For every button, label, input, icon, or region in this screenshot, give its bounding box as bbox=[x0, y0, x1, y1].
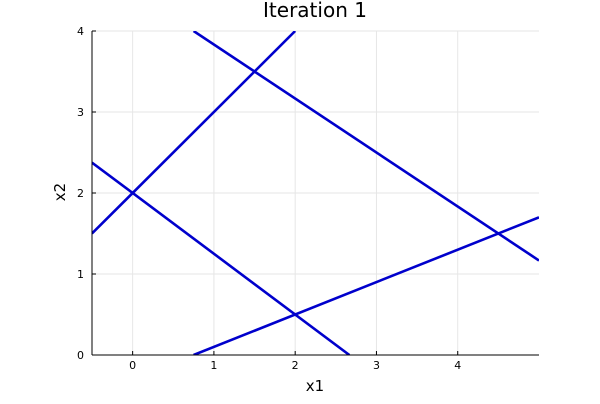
y-tick-label: 4 bbox=[77, 25, 84, 38]
y-tick-label: 2 bbox=[77, 187, 84, 200]
series-line-3 bbox=[92, 161, 351, 355]
series-line-4 bbox=[193, 216, 539, 355]
x-tick-label: 0 bbox=[129, 359, 136, 372]
y-tick-label: 3 bbox=[77, 106, 84, 119]
y-tick-label: 1 bbox=[77, 268, 84, 281]
y-axis-label: x2 bbox=[51, 183, 69, 201]
y-tick-label: 0 bbox=[77, 349, 84, 362]
x-tick-label: 3 bbox=[373, 359, 380, 372]
series-line-2 bbox=[192, 31, 539, 262]
x-axis-label: x1 bbox=[306, 377, 324, 395]
ticks: 0 1 2 3 4 0 1 2 3 4 bbox=[77, 25, 461, 372]
x-tick-label: 2 bbox=[292, 359, 299, 372]
x-tick-label: 4 bbox=[454, 359, 461, 372]
x-tick-label: 1 bbox=[210, 359, 217, 372]
series-layer bbox=[92, 31, 539, 355]
series-line-1 bbox=[92, 31, 297, 235]
chart-title: Iteration 1 bbox=[263, 0, 367, 22]
